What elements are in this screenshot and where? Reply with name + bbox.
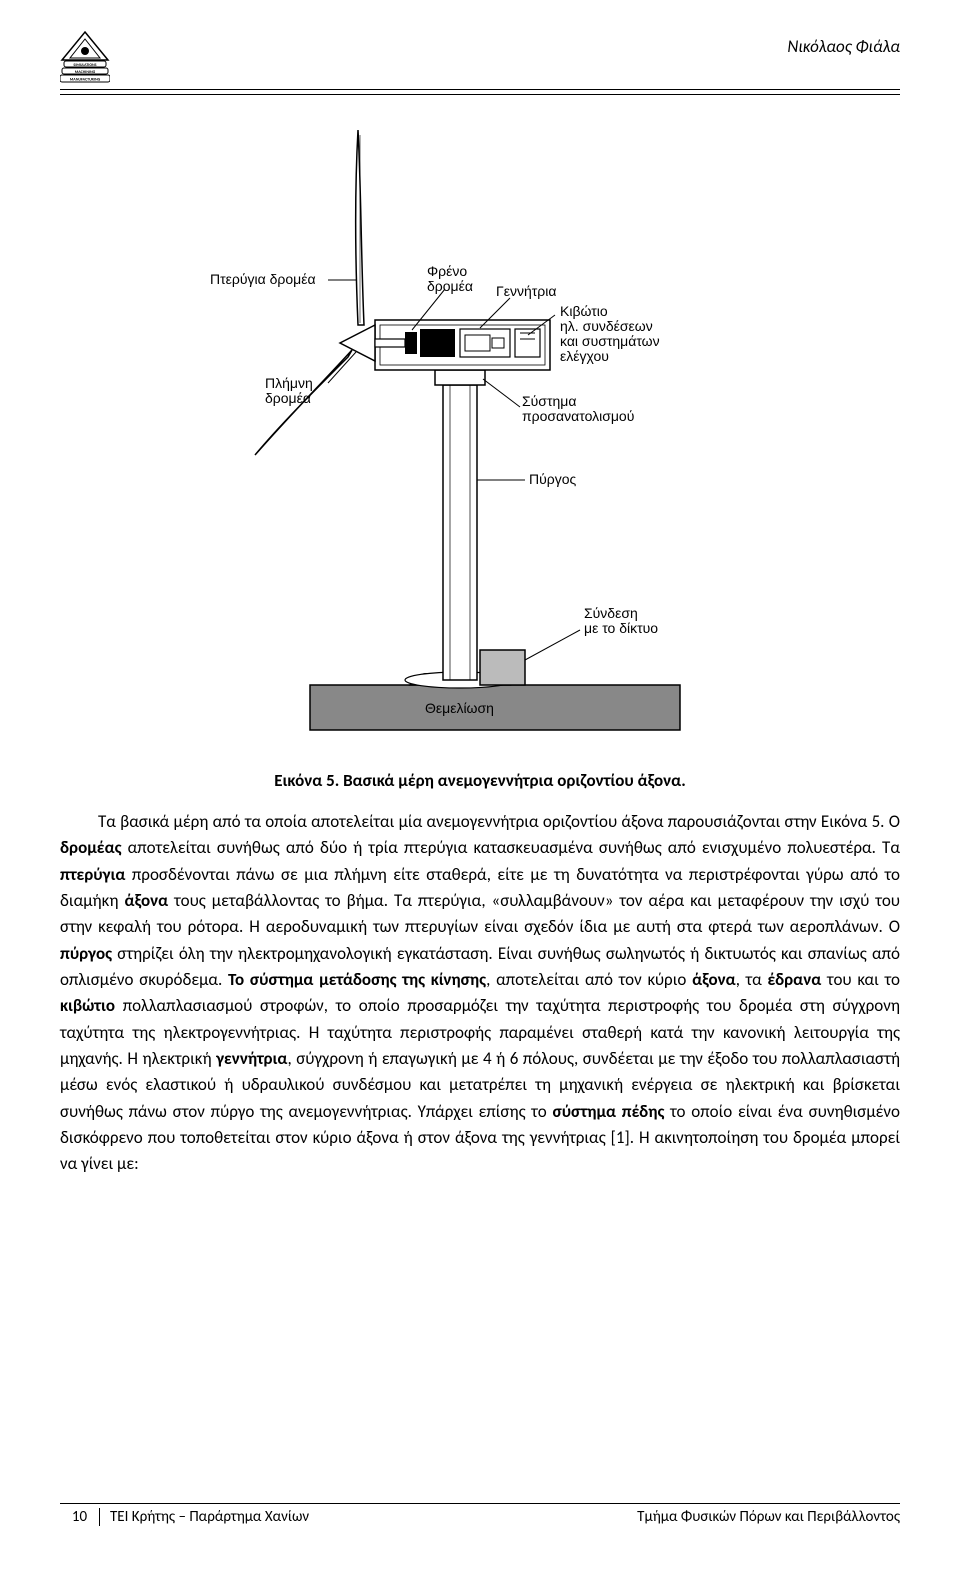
bold-axona2: άξονα (692, 969, 736, 990)
svg-text:MANUFACTURING: MANUFACTURING (70, 78, 101, 83)
header-divider (60, 94, 900, 95)
body-paragraph: Τα βασικά μέρη από τα οποία αποτελείται … (60, 809, 900, 1178)
bold-edrana: έδρανα (768, 969, 822, 990)
label-box-1: Κιβώτιο (560, 303, 608, 319)
text-seg: του και το (821, 969, 900, 990)
bold-dromeas: δρομέας (60, 837, 122, 858)
bold-kivwtio: κιβώτιο (60, 995, 115, 1016)
text-seg: τους μεταβάλλοντας το βήμα. Τα πτερύγια,… (60, 890, 900, 937)
label-grid-2: με το δίκτυο (584, 620, 658, 636)
label-box-4: ελέγχου (560, 348, 609, 364)
label-tower: Πύργος (529, 471, 576, 487)
page-footer: 10 ΤΕΙ Κρήτης – Παράρτημα Χανίων Τμήμα Φ… (60, 1503, 900, 1526)
bold-pterygia: πτερύγια (60, 864, 125, 885)
label-brake-2: δρομέα (427, 278, 473, 294)
label-brake-1: Φρένο (427, 263, 467, 279)
footer-right: Τμήμα Φυσικών Πόρων και Περιβάλλοντος (637, 1508, 900, 1526)
label-box-3: και συστημάτων (560, 333, 660, 349)
footer-left: ΤΕΙ Κρήτης – Παράρτημα Χανίων (110, 1508, 309, 1526)
bold-pedis: σύστημα πέδης (552, 1101, 664, 1122)
text-seg: , αποτελείται από τον κύριο (486, 969, 692, 990)
bold-pyrgos: πύργος (60, 943, 112, 964)
label-yaw-1: Σύστημα (522, 393, 576, 409)
figure-caption: Εικόνα 5. Βασικά μέρη ανεμογεννήτρια ορι… (60, 770, 900, 791)
text-seg: αποτελείται συνήθως από δύο ή τρία πτερύ… (122, 837, 900, 858)
label-hub-1: Πλήμνη (265, 375, 313, 391)
author-name: Νικόλαος Φιάλα (787, 36, 900, 57)
text-seg: , τα (736, 969, 768, 990)
label-foundation: Θεμελίωση (425, 700, 494, 716)
bold-systima: Το σύστημα μετάδοσης της κίνησης (228, 969, 486, 990)
page-number: 10 (60, 1508, 100, 1526)
text-seg: Τα βασικά μέρη από τα οποία αποτελείται … (98, 811, 900, 832)
bold-axona: άξονα (125, 890, 169, 911)
label-grid-1: Σύνδεση (584, 605, 638, 621)
institution-logo: SIMULATIONS MACHINING MANUFACTURING (60, 30, 110, 84)
svg-text:MACHINING: MACHINING (75, 70, 96, 75)
svg-text:SIMULATIONS: SIMULATIONS (73, 63, 96, 68)
label-generator: Γεννήτρια (496, 283, 556, 299)
label-yaw-2: προσανατολισμού (522, 408, 634, 424)
label-hub-2: δρομέα (265, 390, 311, 406)
wind-turbine-figure: Πτερύγια δρομέα Φρένο δρομέα Γεννήτρια Κ… (180, 125, 780, 745)
label-box-2: ηλ. συνδέσεων (560, 318, 653, 334)
label-blades: Πτερύγια δρομέα (210, 271, 316, 287)
page-header: SIMULATIONS MACHINING MANUFACTURING Νικό… (60, 30, 900, 90)
bold-gennitria: γεννήτρια (216, 1048, 287, 1069)
